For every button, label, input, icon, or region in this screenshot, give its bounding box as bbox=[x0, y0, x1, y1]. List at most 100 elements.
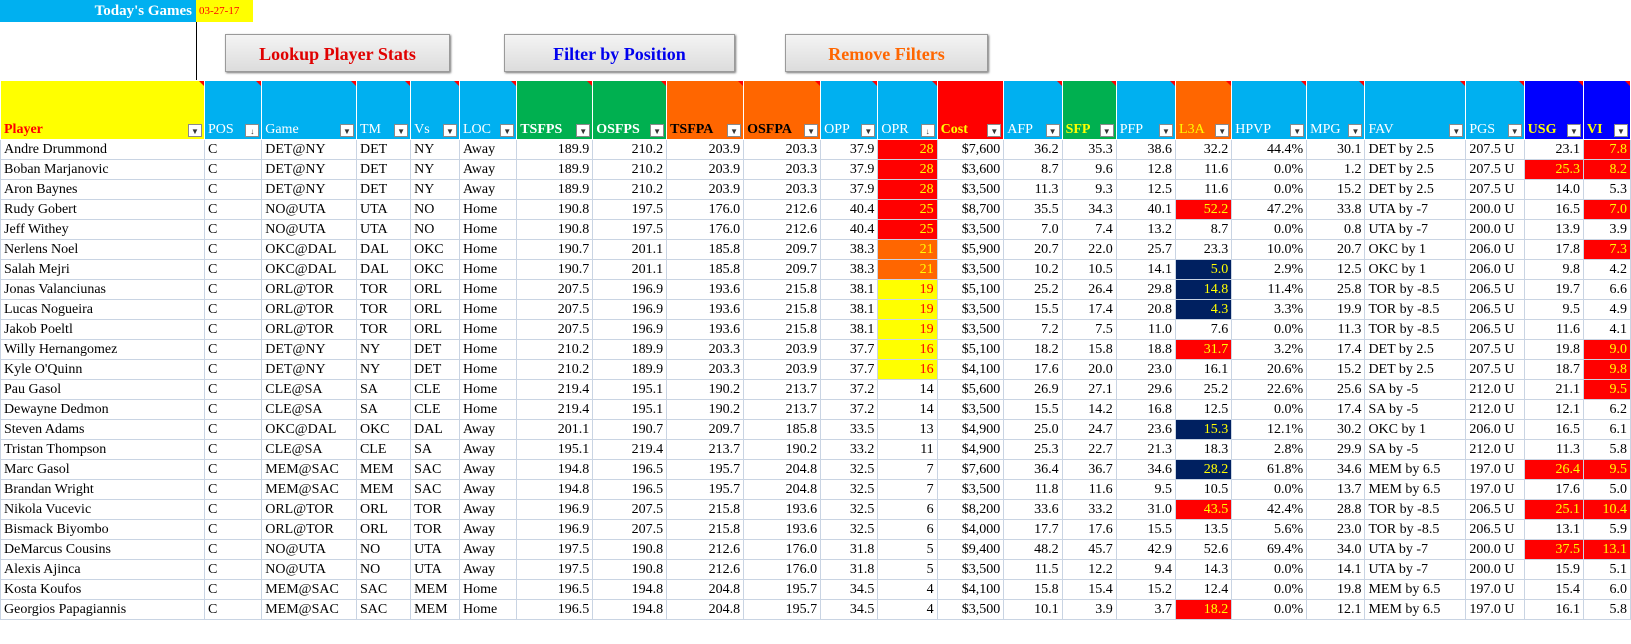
cell-loc[interactable]: Home bbox=[458, 299, 518, 320]
cell-opp[interactable]: 32.5 bbox=[820, 519, 879, 540]
cell-osfps[interactable]: 210.2 bbox=[592, 139, 668, 160]
filter-dropdown-icon[interactable]: ▼ bbox=[1507, 124, 1522, 137]
filter-dropdown-icon[interactable]: ▼ bbox=[1045, 124, 1060, 137]
cell-pos[interactable]: C bbox=[203, 259, 263, 280]
cell-afp[interactable]: 10.1 bbox=[1003, 599, 1063, 620]
cell-osfpa[interactable]: 215.8 bbox=[743, 299, 822, 320]
cell-afp[interactable]: 17.6 bbox=[1003, 359, 1063, 380]
cell-osfps[interactable]: 201.1 bbox=[592, 239, 668, 260]
cell-osfpa[interactable]: 203.3 bbox=[743, 159, 822, 180]
cell-vi[interactable]: 7.3 bbox=[1583, 239, 1631, 260]
cell-cost[interactable]: $4,100 bbox=[936, 579, 1005, 600]
cell-pfp[interactable]: 11.0 bbox=[1115, 319, 1177, 340]
cell-player[interactable]: Pau Gasol bbox=[0, 379, 205, 400]
cell-game[interactable]: CLE@SA bbox=[261, 399, 357, 420]
cell-mpg[interactable]: 19.8 bbox=[1306, 579, 1366, 600]
cell-sfp[interactable]: 35.3 bbox=[1061, 139, 1117, 160]
cell-l3a[interactable]: 32.2 bbox=[1175, 139, 1233, 160]
cell-fav[interactable]: MEM by 6.5 bbox=[1364, 459, 1467, 480]
filter-dropdown-icon[interactable]: ▼ bbox=[1159, 124, 1174, 137]
cell-hpvp[interactable]: 2.8% bbox=[1231, 439, 1308, 460]
cell-loc[interactable]: Away bbox=[458, 419, 518, 440]
cell-pgs[interactable]: 212.0 U bbox=[1465, 399, 1525, 420]
cell-game[interactable]: MEM@SAC bbox=[261, 579, 357, 600]
cell-hpvp[interactable]: 0.0% bbox=[1231, 599, 1308, 620]
cell-fav[interactable]: MEM by 6.5 bbox=[1364, 579, 1467, 600]
cell-pfp[interactable]: 9.5 bbox=[1115, 479, 1177, 500]
cell-usg[interactable]: 9.5 bbox=[1523, 299, 1585, 320]
cell-tsfps[interactable]: 207.5 bbox=[516, 299, 594, 320]
cell-afp[interactable]: 25.2 bbox=[1003, 279, 1063, 300]
cell-mpg[interactable]: 25.8 bbox=[1306, 279, 1366, 300]
cell-afp[interactable]: 26.9 bbox=[1003, 379, 1063, 400]
cell-pos[interactable]: C bbox=[203, 579, 263, 600]
cell-tsfps[interactable]: 219.4 bbox=[516, 379, 594, 400]
cell-mpg[interactable]: 15.2 bbox=[1306, 359, 1366, 380]
cell-osfpa[interactable]: 213.7 bbox=[743, 379, 822, 400]
cell-mpg[interactable]: 34.0 bbox=[1306, 539, 1366, 560]
cell-tm[interactable]: CLE bbox=[355, 439, 412, 460]
cell-osfps[interactable]: 195.1 bbox=[592, 399, 668, 420]
cell-pgs[interactable]: 206.5 U bbox=[1465, 499, 1525, 520]
cell-tsfpa[interactable]: 193.6 bbox=[666, 279, 745, 300]
cell-vi[interactable]: 3.9 bbox=[1583, 219, 1631, 240]
cell-tm[interactable]: SAC bbox=[355, 599, 412, 620]
cell-opr[interactable]: 14 bbox=[877, 399, 938, 420]
cell-loc[interactable]: Away bbox=[458, 559, 518, 580]
cell-afp[interactable]: 35.5 bbox=[1003, 199, 1063, 220]
sort-filter-icon[interactable]: ↓ bbox=[245, 124, 260, 137]
cell-osfps[interactable]: 194.8 bbox=[592, 579, 668, 600]
cell-afp[interactable]: 15.5 bbox=[1003, 299, 1063, 320]
cell-vi[interactable]: 5.0 bbox=[1583, 479, 1631, 500]
cell-hpvp[interactable]: 44.4% bbox=[1231, 139, 1308, 160]
cell-tsfpa[interactable]: 212.6 bbox=[666, 539, 745, 560]
cell-l3a[interactable]: 10.5 bbox=[1175, 479, 1233, 500]
cell-tsfps[interactable]: 196.9 bbox=[516, 499, 594, 520]
cell-osfps[interactable]: 207.5 bbox=[592, 499, 668, 520]
cell-tsfpa[interactable]: 193.6 bbox=[666, 319, 745, 340]
cell-l3a[interactable]: 14.3 bbox=[1175, 559, 1233, 580]
cell-hpvp[interactable]: 11.4% bbox=[1231, 279, 1308, 300]
cell-fav[interactable]: DET by 2.5 bbox=[1364, 339, 1467, 360]
cell-opp[interactable]: 31.8 bbox=[820, 559, 879, 580]
cell-opr[interactable]: 5 bbox=[877, 559, 938, 580]
cell-l3a[interactable]: 12.4 bbox=[1175, 579, 1233, 600]
cell-tm[interactable]: SA bbox=[355, 399, 412, 420]
cell-tsfps[interactable]: 197.5 bbox=[516, 559, 594, 580]
cell-fav[interactable]: MEM by 6.5 bbox=[1364, 479, 1467, 500]
cell-tsfpa[interactable]: 204.8 bbox=[666, 599, 745, 620]
cell-vs[interactable]: TOR bbox=[410, 499, 460, 520]
cell-pos[interactable]: C bbox=[203, 439, 263, 460]
cell-afp[interactable]: 20.7 bbox=[1003, 239, 1063, 260]
cell-loc[interactable]: Home bbox=[458, 579, 518, 600]
cell-game[interactable]: ORL@TOR bbox=[261, 519, 357, 540]
cell-osfpa[interactable]: 176.0 bbox=[743, 539, 822, 560]
cell-fav[interactable]: MEM by 6.5 bbox=[1364, 599, 1467, 620]
cell-mpg[interactable]: 33.8 bbox=[1306, 199, 1366, 220]
cell-pgs[interactable]: 207.5 U bbox=[1465, 139, 1525, 160]
cell-sfp[interactable]: 12.2 bbox=[1061, 559, 1117, 580]
cell-opp[interactable]: 31.8 bbox=[820, 539, 879, 560]
cell-osfps[interactable]: 196.5 bbox=[592, 459, 668, 480]
cell-pfp[interactable]: 29.8 bbox=[1115, 279, 1177, 300]
cell-opr[interactable]: 11 bbox=[877, 439, 938, 460]
cell-cost[interactable]: $8,200 bbox=[936, 499, 1005, 520]
cell-opr[interactable]: 7 bbox=[877, 479, 938, 500]
cell-osfps[interactable]: 196.9 bbox=[592, 319, 668, 340]
cell-loc[interactable]: Away bbox=[458, 479, 518, 500]
cell-game[interactable]: NO@UTA bbox=[261, 539, 357, 560]
cell-mpg[interactable]: 12.1 bbox=[1306, 599, 1366, 620]
cell-player[interactable]: Kosta Koufos bbox=[0, 579, 205, 600]
cell-tsfps[interactable]: 196.9 bbox=[516, 519, 594, 540]
cell-hpvp[interactable]: 47.2% bbox=[1231, 199, 1308, 220]
cell-sfp[interactable]: 3.9 bbox=[1061, 599, 1117, 620]
cell-afp[interactable]: 17.7 bbox=[1003, 519, 1063, 540]
cell-cost[interactable]: $3,600 bbox=[936, 159, 1005, 180]
cell-tm[interactable]: DAL bbox=[355, 239, 412, 260]
cell-fav[interactable]: DET by 2.5 bbox=[1364, 179, 1467, 200]
cell-usg[interactable]: 13.1 bbox=[1523, 519, 1585, 540]
cell-tsfpa[interactable]: 209.7 bbox=[666, 419, 745, 440]
cell-pfp[interactable]: 34.6 bbox=[1115, 459, 1177, 480]
cell-vs[interactable]: CLE bbox=[410, 399, 460, 420]
cell-cost[interactable]: $3,500 bbox=[936, 479, 1005, 500]
